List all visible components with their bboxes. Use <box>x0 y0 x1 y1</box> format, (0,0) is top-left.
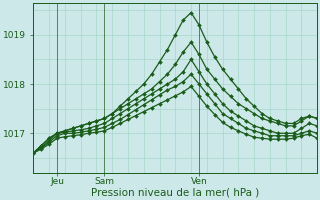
X-axis label: Pression niveau de la mer( hPa ): Pression niveau de la mer( hPa ) <box>91 187 260 197</box>
